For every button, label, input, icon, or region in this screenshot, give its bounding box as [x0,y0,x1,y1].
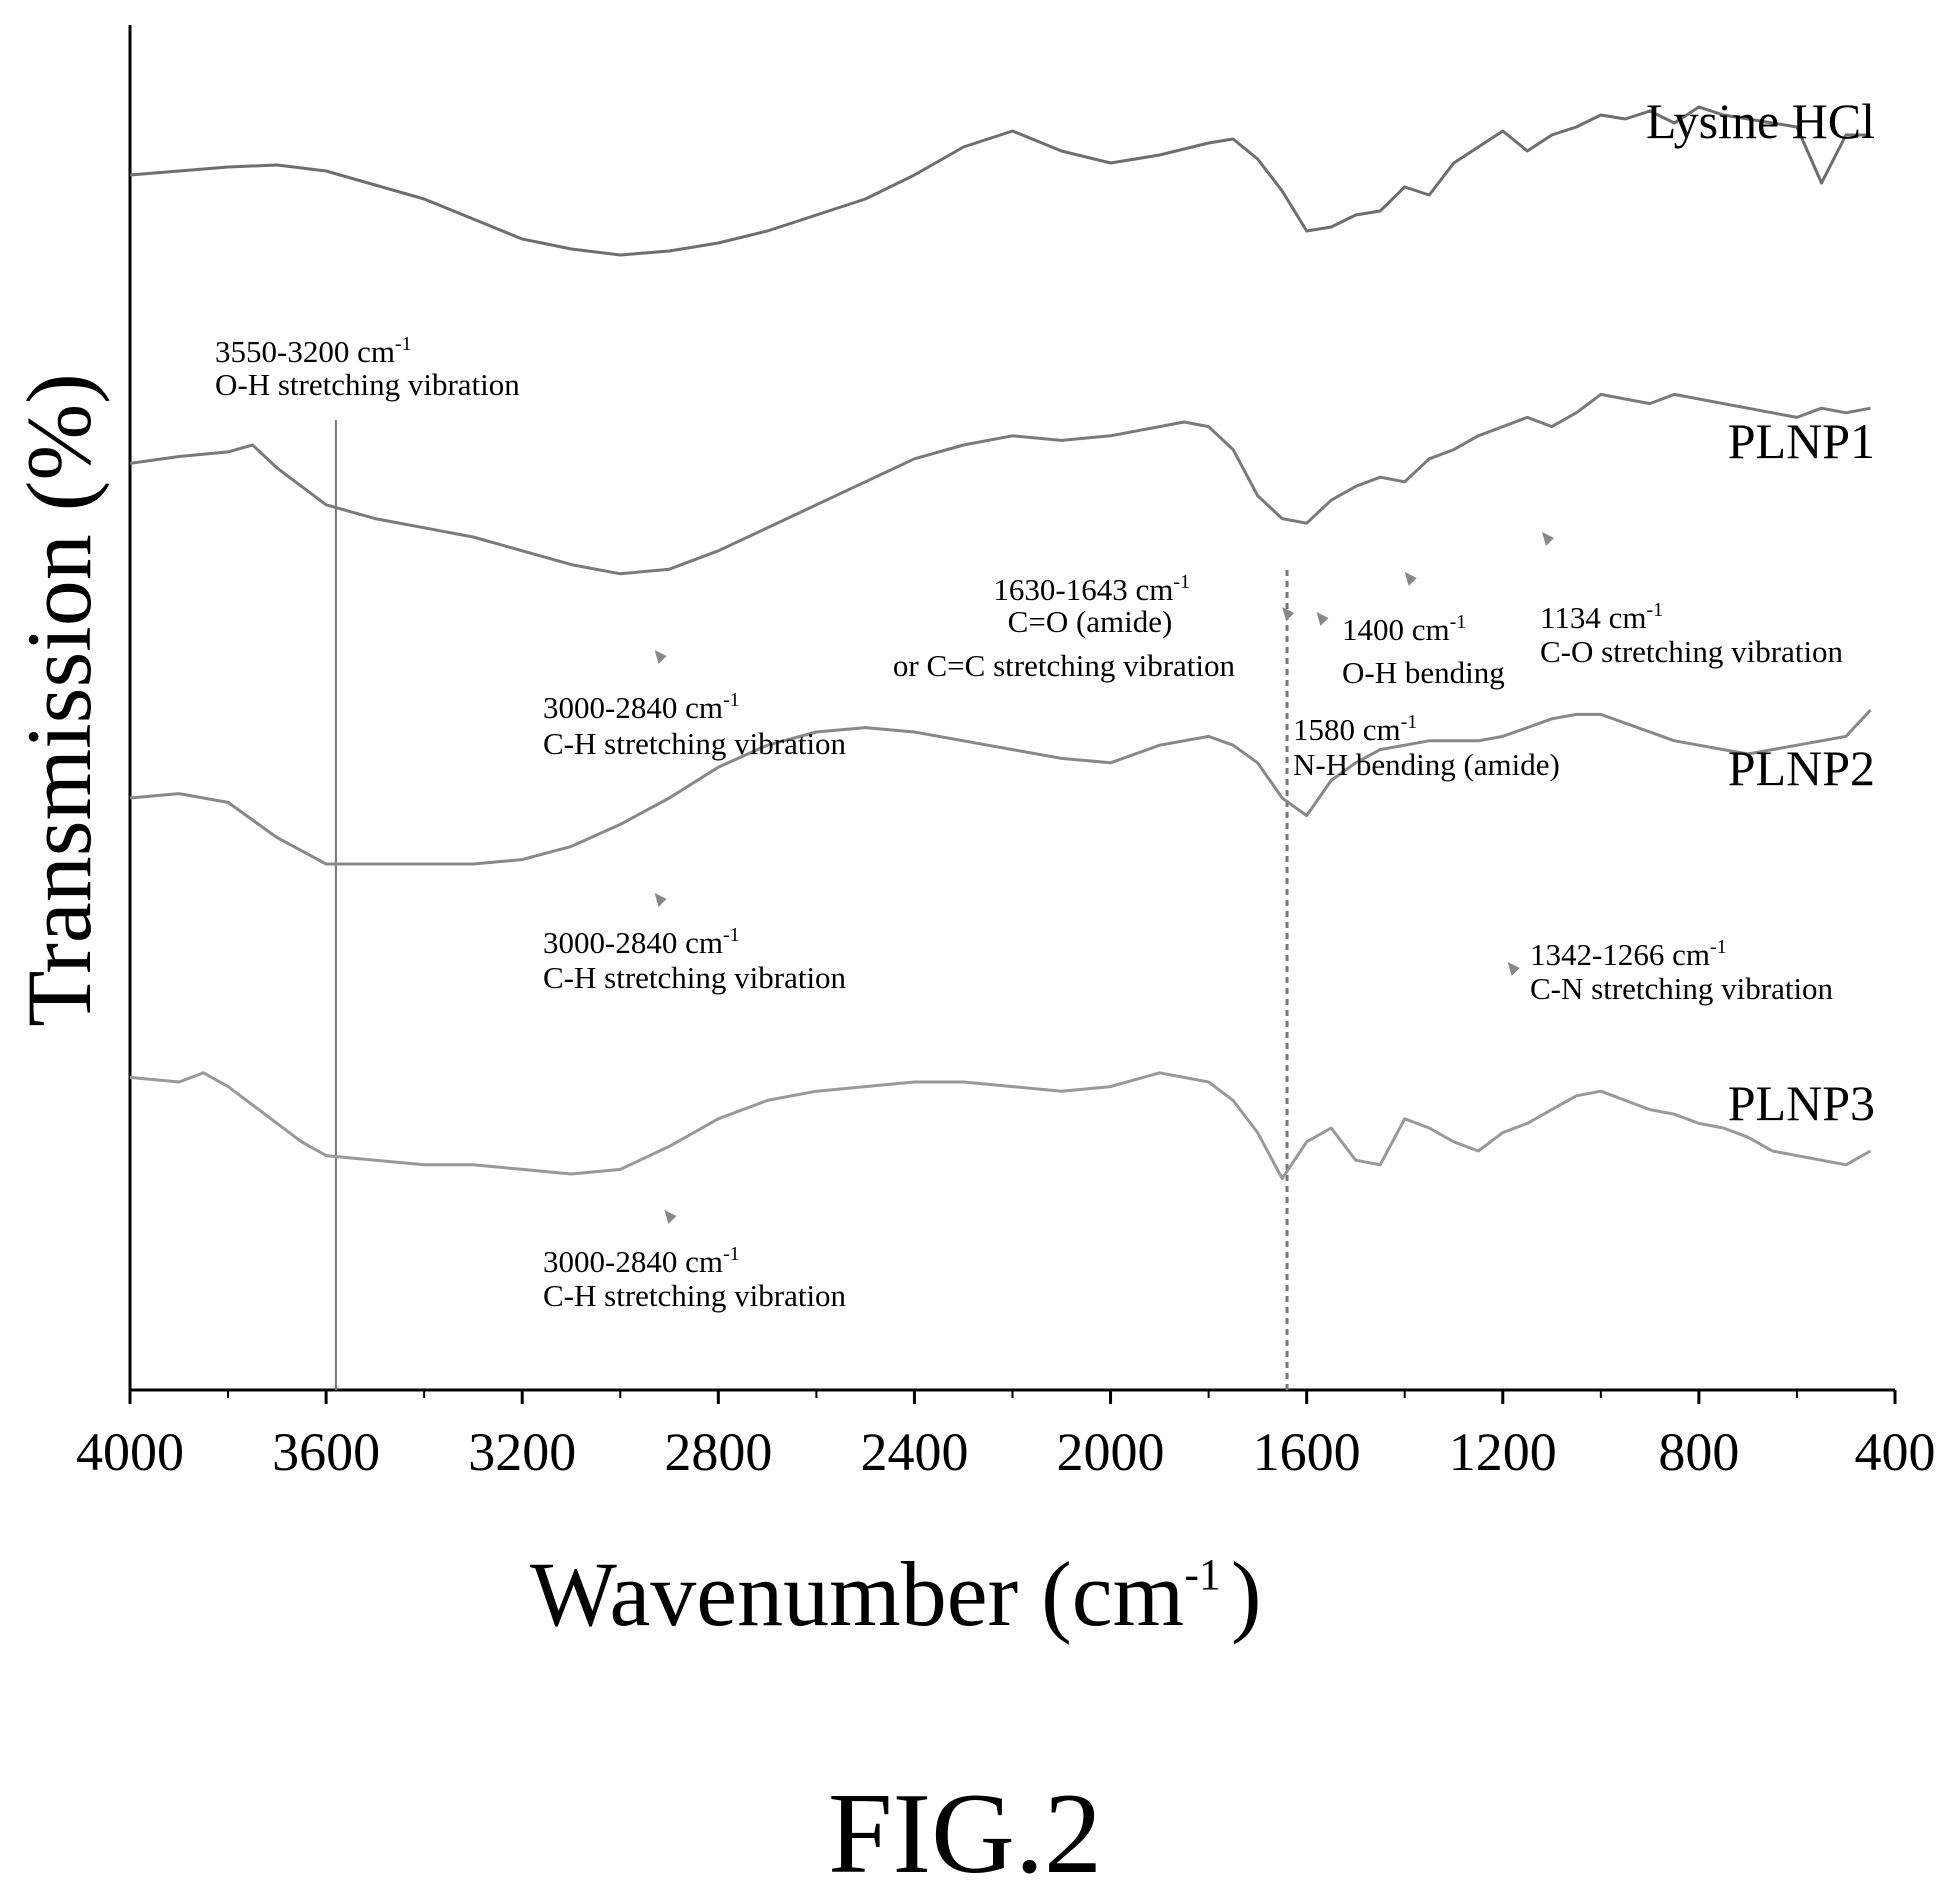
spectrum-line-plnp3 [129,1071,1872,1181]
series-label-plnp2: PLNP2 [1728,740,1875,796]
spectra [129,105,1872,1181]
annotation-ch-stretch-plnp1: 3000-2840 cm-1 C-H stretching vibration [543,689,847,761]
figure-label: FIG.2 [828,1770,1102,1892]
annotation-ch-stretch-plnp3: 3000-2840 cm-1 C-H stretching vibration [543,1243,847,1313]
svg-text:1630-1643 cm-1: 1630-1643 cm-1 [993,571,1190,607]
x-tick-label-3600: 3600 [272,1422,380,1482]
svg-text:C-H stretching vibration: C-H stretching vibration [543,960,847,995]
svg-text:O-H bending: O-H bending [1342,655,1505,690]
reference-lines [334,420,1289,1390]
annotation-arrow [654,650,667,664]
svg-text:O-H stretching vibration: O-H stretching vibration [215,367,520,402]
svg-text:C-O stretching vibration: C-O stretching vibration [1540,634,1844,669]
svg-text:1580 cm-1: 1580 cm-1 [1293,711,1417,747]
annotation-arrows [654,532,1554,1224]
spectrum-line-lysine-hcl [129,105,1871,257]
x-tick-label-400: 400 [1855,1422,1936,1482]
x-tick-label-2000: 2000 [1057,1422,1165,1482]
x-tick-label-1600: 1600 [1253,1422,1361,1482]
svg-text:or C=C stretching vibration: or C=C stretching vibration [893,648,1236,683]
series-label-plnp1: PLNP1 [1728,413,1875,469]
annotation-arrow [654,893,667,907]
x-tick-labels: 4000 3600 3200 2800 2400 2000 1600 1200 800 400 [76,1422,1936,1482]
annotation-nh-bending: 1580 cm-1 N-H bending (amide) [1293,711,1560,782]
x-tick-label-3200: 3200 [468,1422,576,1482]
spectrum-line-plnp2 [129,708,1872,866]
annotation-arrow [664,1210,677,1224]
annotation-arrow [1542,532,1554,546]
y-axis-title: Transmission (%) [8,373,110,1026]
annotation-arrow [1404,572,1417,586]
svg-text:1400 cm-1: 1400 cm-1 [1342,611,1466,647]
x-tick-label-2400: 2400 [860,1422,968,1482]
annotation-arrow [1507,962,1520,976]
svg-text:3000-2840 cm-1: 3000-2840 cm-1 [543,1243,740,1279]
svg-text:1134 cm-1: 1134 cm-1 [1540,599,1663,635]
svg-text:1342-1266 cm-1: 1342-1266 cm-1 [1530,936,1727,972]
series-label-lysine: Lysine HCl [1646,93,1875,149]
svg-text:N-H bending (amide): N-H bending (amide) [1293,747,1560,782]
annotation-oh-bending: 1400 cm-1 O-H bending [1342,611,1505,690]
svg-text:3000-2840 cm-1: 3000-2840 cm-1 [543,924,740,960]
annotation-co-stretch: 1134 cm-1 C-O stretching vibration [1540,599,1844,669]
annotation-co-amide: 1630-1643 cm-1 C=O (amide) or C=C stretc… [893,571,1236,683]
x-tick-label-800: 800 [1658,1422,1739,1482]
annotation-arrow [1282,607,1295,621]
svg-text:3000-2840 cm-1: 3000-2840 cm-1 [543,689,740,725]
svg-text:C-H stretching vibration: C-H stretching vibration [543,726,847,761]
svg-text:C-H stretching vibration: C-H stretching vibration [543,1278,847,1313]
x-axis-title: Wavenumber (cm-1) [530,1543,1262,1645]
annotation-ch-stretch-plnp2: 3000-2840 cm-1 C-H stretching vibration [543,924,847,995]
x-ticks [128,1390,1897,1404]
annotation-arrow [1316,612,1329,626]
annotation-cn-stretch: 1342-1266 cm-1 C-N stretching vibration [1530,936,1834,1006]
x-tick-label-1200: 1200 [1449,1422,1557,1482]
svg-text:C-N stretching vibration: C-N stretching vibration [1530,971,1834,1006]
series-label-plnp3: PLNP3 [1728,1075,1875,1131]
svg-text:C=O (amide): C=O (amide) [1008,604,1173,639]
annotation-oh-stretch: 3550-3200 cm-1 O-H stretching vibration [215,333,520,402]
x-tick-label-4000: 4000 [76,1422,184,1482]
svg-text:3550-3200 cm-1: 3550-3200 cm-1 [215,333,412,369]
x-tick-label-2800: 2800 [664,1422,772,1482]
spectrum-line-plnp1 [129,392,1871,576]
